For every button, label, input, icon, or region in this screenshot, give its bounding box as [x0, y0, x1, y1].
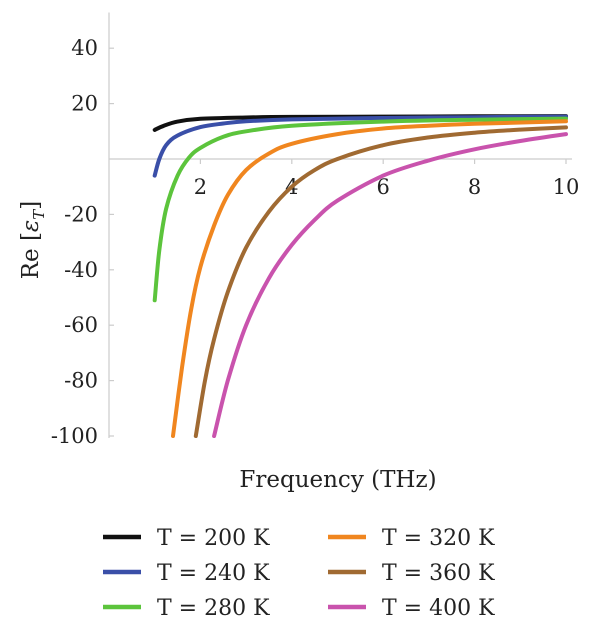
legend-label: T = 400 K [382, 596, 495, 621]
y-tick-label: -60 [64, 313, 98, 337]
legend-item: T = 240 K [103, 561, 270, 586]
legend-label: T = 360 K [382, 561, 495, 586]
series-line-3 [152, 116, 568, 303]
series-line-5 [193, 125, 568, 438]
legend-label: T = 200 K [157, 526, 270, 551]
x-tick-label: 10 [553, 175, 580, 199]
y-tick-label: 40 [71, 36, 98, 60]
series-line-4 [171, 119, 568, 438]
y-tick-label: -40 [64, 258, 98, 282]
legend-label: T = 240 K [157, 561, 270, 586]
series-line-2 [152, 114, 568, 178]
series-line-6 [212, 132, 568, 438]
legend-item: T = 360 K [328, 561, 495, 586]
y-tick-label: -100 [51, 424, 98, 448]
y-axis-title-suffix: ] [18, 201, 44, 210]
series-layer [152, 114, 568, 438]
legend-label: T = 320 K [382, 526, 495, 551]
x-axis-title: Frequency (THz) [239, 467, 436, 493]
legend-item: T = 320 K [328, 526, 495, 551]
legend-label: T = 280 K [157, 596, 270, 621]
x-tick-label: 6 [377, 175, 390, 199]
y-axis-title-symbol: ε [18, 220, 44, 232]
y-axis-title: Re [εT] [18, 201, 48, 280]
x-tick-label: 2 [194, 175, 207, 199]
legend-item: T = 280 K [103, 596, 270, 621]
y-axis-title-subscript: T [30, 209, 48, 220]
y-tick-label: -80 [64, 369, 98, 393]
legend: T = 200 K T = 240 K T = 280 K T = 320 K T = … [103, 526, 495, 621]
legend-item: T = 400 K [328, 596, 495, 621]
y-axis-title-prefix: Re [ [18, 232, 44, 279]
y-tick-label: 20 [71, 92, 98, 116]
y-tick-label: -20 [64, 202, 98, 226]
legend-item: T = 200 K [103, 526, 270, 551]
y-tick-group: 40 20 -20 -40 -60 -80 -100 [51, 36, 114, 448]
x-tick-label: 8 [468, 175, 481, 199]
